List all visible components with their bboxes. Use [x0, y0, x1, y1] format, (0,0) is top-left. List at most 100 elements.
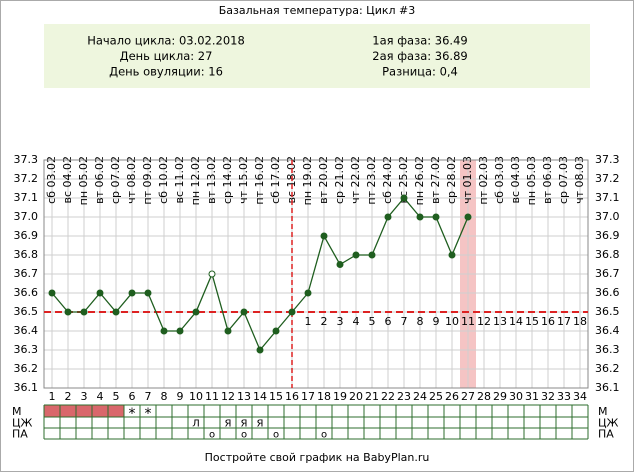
plot-border [43, 159, 589, 389]
y-tick-label-right: 37.1 [595, 191, 620, 204]
y-tick-label: 36.7 [14, 267, 39, 280]
date-label: сб 03.03 [493, 156, 506, 204]
y-tick-label-right: 37.3 [595, 153, 620, 166]
x-tick-label: 21 [365, 390, 379, 403]
temperature-point [320, 232, 328, 240]
date-label: чт 01.03 [461, 156, 474, 204]
x-tick-label: 9 [177, 390, 184, 403]
temperature-point [160, 327, 168, 335]
info-text: 2ая фаза: 36.89 [372, 49, 467, 63]
date-label: чт 08.03 [573, 156, 586, 204]
row-fill [44, 405, 60, 417]
temperature-point [256, 346, 264, 354]
x-tick-label: 18 [317, 390, 331, 403]
x-tick-label: 13 [237, 390, 251, 403]
temperature-point [64, 308, 72, 316]
row-fill [76, 405, 92, 417]
date-label: вт 20.02 [317, 156, 330, 204]
info-text: День цикла: 27 [120, 49, 213, 63]
row-label-right: ПА [598, 428, 614, 441]
y-tick-label-right: 36.5 [595, 305, 620, 318]
y-tick-label: 36.5 [14, 305, 39, 318]
y-tick-label-right: 36.7 [595, 267, 620, 280]
date-label: пн 05.02 [77, 156, 90, 205]
x-tick-label: 32 [541, 390, 555, 403]
row-fill [108, 405, 124, 417]
phase-label: 5 [369, 315, 376, 328]
x-tick-label: 3 [81, 390, 88, 403]
date-label: чт 15.02 [237, 156, 250, 204]
x-tick-label: 24 [413, 390, 427, 403]
temperature-point [208, 270, 216, 278]
x-tick-label: 22 [381, 390, 395, 403]
y-tick-label: 37.1 [14, 191, 39, 204]
x-tick-label: 19 [333, 390, 347, 403]
date-label: чт 22.02 [349, 156, 362, 204]
date-label: пт 02.03 [477, 156, 490, 205]
x-tick-label: 1 [49, 390, 56, 403]
x-tick-label: 10 [189, 390, 203, 403]
row-mark: o [273, 430, 279, 441]
x-tick-label: 17 [301, 390, 315, 403]
row-label: М [12, 405, 22, 418]
phase-label: 16 [541, 315, 555, 328]
y-tick-label-right: 36.6 [595, 286, 620, 299]
date-label: пн 19.02 [301, 156, 314, 205]
date-label: вт 13.02 [205, 156, 218, 204]
temperature-point [192, 308, 200, 316]
y-tick-label-right: 36.8 [595, 248, 620, 261]
temperature-point [368, 251, 376, 259]
x-tick-label: 16 [285, 390, 299, 403]
date-label: сб 03.02 [45, 156, 58, 204]
date-label: ср 28.02 [445, 156, 458, 204]
x-tick-label: 2 [65, 390, 72, 403]
temperature-point [416, 213, 424, 221]
x-tick-label: 33 [557, 390, 571, 403]
x-tick-label: 25 [429, 390, 443, 403]
phase-label: 15 [525, 315, 539, 328]
date-label: сб 10.02 [157, 156, 170, 204]
phase-label: 13 [493, 315, 507, 328]
row-mark: Я [241, 419, 248, 430]
temperature-point [48, 289, 56, 297]
temperature-point [112, 308, 120, 316]
x-tick-label: 34 [573, 390, 587, 403]
temperature-point [80, 308, 88, 316]
y-tick-label: 36.4 [14, 324, 39, 337]
phase-label: 2 [321, 315, 328, 328]
x-tick-label: 8 [161, 390, 168, 403]
row-mark: o [321, 430, 327, 441]
footer: Постройте свой график на BabyPlan.ru [205, 451, 430, 464]
x-tick-label: 6 [129, 390, 136, 403]
y-tick-label: 37.3 [14, 153, 39, 166]
info-text: Разница: 0,4 [382, 65, 458, 79]
date-label: пн 12.02 [189, 156, 202, 205]
date-label: вс 11.02 [173, 156, 186, 204]
row-mark: o [209, 430, 215, 441]
x-tick-label: 20 [349, 390, 363, 403]
row-mark: o [241, 430, 247, 441]
row-mark: Я [225, 419, 232, 430]
date-label: вс 04.03 [509, 156, 522, 204]
phase-label: 8 [417, 315, 424, 328]
x-tick-label: 26 [445, 390, 459, 403]
y-tick-label-right: 37.0 [595, 210, 620, 223]
x-tick-label: 27 [461, 390, 475, 403]
x-tick-label: 7 [145, 390, 152, 403]
phase-label: 17 [557, 315, 571, 328]
x-tick-label: 12 [221, 390, 235, 403]
y-tick-label-right: 36.1 [595, 381, 620, 394]
x-tick-label: 30 [509, 390, 523, 403]
date-label: чт 08.02 [125, 156, 138, 204]
y-tick-label: 37.2 [14, 172, 39, 185]
phase-label: 10 [445, 315, 459, 328]
date-label: вт 06.02 [93, 156, 106, 204]
phase-label: 3 [337, 315, 344, 328]
x-tick-label: 5 [113, 390, 120, 403]
row-label-right: М [598, 405, 608, 418]
chart-title: Базальная температура: Цикл #3 [219, 4, 416, 17]
y-tick-label: 37.0 [14, 210, 39, 223]
date-label: вт 27.02 [429, 156, 442, 204]
phase-label: 12 [477, 315, 491, 328]
